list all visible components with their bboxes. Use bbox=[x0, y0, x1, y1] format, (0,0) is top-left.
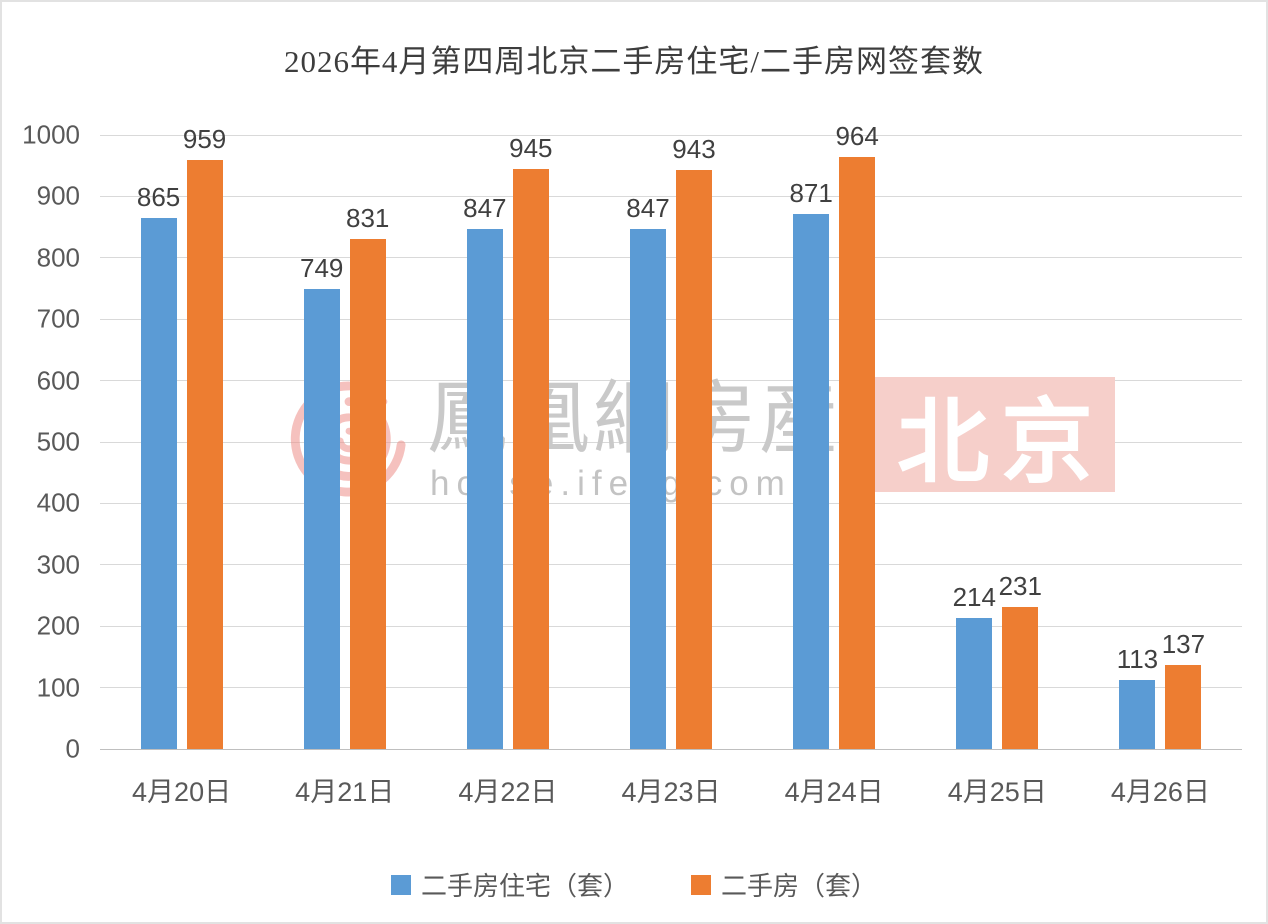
gridline bbox=[100, 625, 1242, 627]
bar-series2 bbox=[1165, 664, 1202, 749]
x-axis-line bbox=[100, 748, 1242, 750]
bar-series2 bbox=[186, 160, 223, 749]
bar-value-label: 847 bbox=[626, 192, 670, 223]
y-axis-tick-label: 100 bbox=[36, 672, 80, 703]
bar-value-label: 231 bbox=[998, 571, 1042, 602]
gridline bbox=[100, 195, 1242, 197]
y-axis-tick-label: 200 bbox=[36, 610, 80, 641]
bar-value-label: 871 bbox=[789, 178, 833, 209]
y-axis-tick-label: 400 bbox=[36, 487, 80, 518]
y-axis-tick-label: 700 bbox=[36, 303, 80, 334]
bar-series2 bbox=[839, 157, 876, 749]
legend: 二手房住宅（套） 二手房（套） bbox=[2, 866, 1266, 903]
legend-swatch-icon bbox=[691, 874, 711, 895]
gridline bbox=[100, 502, 1242, 504]
bar-value-label: 113 bbox=[1116, 643, 1159, 674]
bar-value-label: 137 bbox=[1161, 628, 1206, 659]
bar-value-label: 964 bbox=[835, 121, 879, 152]
bar-series2 bbox=[1002, 607, 1039, 749]
y-axis-tick-label: 900 bbox=[36, 180, 80, 211]
bar-series1 bbox=[466, 228, 503, 749]
bar-value-label: 749 bbox=[300, 253, 344, 284]
legend-item: 二手房（套） bbox=[691, 866, 877, 903]
gridline bbox=[100, 380, 1242, 382]
x-axis-label: 4月26日 bbox=[1110, 777, 1210, 807]
chart-title: 2026年4月第四周北京二手房住宅/二手房网签套数 bbox=[283, 44, 985, 79]
x-axis-label: 4月22日 bbox=[458, 777, 558, 807]
legend-label: 二手房（套） bbox=[721, 871, 878, 901]
bar-series1 bbox=[303, 289, 340, 749]
x-axis: 4月20日 4月21日 4月22日 4月23日 4月24日 4月25日 4月26日 bbox=[100, 770, 1242, 810]
legend-item: 二手房住宅（套） bbox=[390, 866, 629, 903]
gridline bbox=[100, 687, 1242, 689]
bar-series2 bbox=[512, 168, 549, 749]
y-axis: 0 100 200 300 400 500 600 700 800 900 1000 bbox=[2, 120, 80, 764]
bar-value-label: 943 bbox=[672, 134, 716, 164]
bar-series1 bbox=[1119, 679, 1156, 749]
x-axis-label: 4月24日 bbox=[784, 777, 884, 807]
legend-swatch-icon bbox=[390, 874, 411, 895]
bars-layer: 865 749 847 847 871 214 113 959 831 945 943 964 231 1… bbox=[100, 121, 1242, 749]
gridline bbox=[100, 134, 1242, 136]
bar-value-label: 865 bbox=[136, 181, 181, 212]
bar-series2 bbox=[676, 170, 712, 749]
gridline bbox=[100, 564, 1242, 566]
bar-value-label: 847 bbox=[463, 192, 507, 223]
y-axis-tick-label: 300 bbox=[36, 549, 80, 580]
legend-label: 二手房住宅（套） bbox=[420, 871, 629, 901]
x-axis-label: 4月20日 bbox=[132, 777, 232, 807]
gridline bbox=[100, 441, 1242, 443]
bar-series2 bbox=[349, 238, 386, 749]
bar-series1 bbox=[140, 217, 177, 749]
bar-series1 bbox=[630, 228, 666, 749]
gridline bbox=[100, 257, 1242, 259]
y-axis-tick-label: 800 bbox=[36, 242, 80, 273]
x-axis-label: 4月21日 bbox=[295, 777, 395, 807]
y-axis-tick-label: 600 bbox=[36, 365, 80, 396]
x-axis-label: 4月23日 bbox=[621, 777, 721, 807]
y-axis-tick-label: 0 bbox=[65, 733, 80, 764]
bar-series1 bbox=[793, 214, 830, 749]
plot-area bbox=[100, 134, 1242, 750]
gridline bbox=[100, 318, 1242, 320]
x-axis-label: 4月25日 bbox=[947, 777, 1047, 807]
bar-value-label: 959 bbox=[182, 124, 227, 155]
bar-value-label: 831 bbox=[346, 202, 390, 233]
bar-value-label: 945 bbox=[509, 132, 553, 163]
y-axis-tick-label: 1000 bbox=[22, 119, 80, 150]
bar-value-label: 214 bbox=[952, 581, 996, 612]
y-axis-tick-label: 500 bbox=[36, 426, 80, 457]
bar-series1 bbox=[956, 617, 993, 749]
